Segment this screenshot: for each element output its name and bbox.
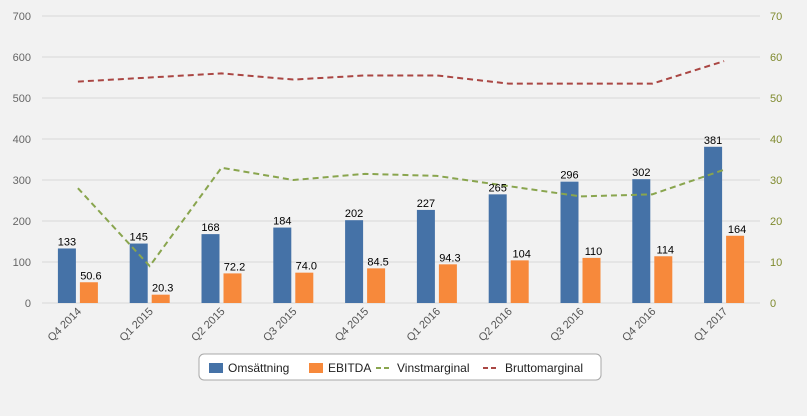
bar-ebitda[interactable] — [654, 256, 673, 303]
y-left-tick-label: 100 — [13, 257, 31, 269]
y-axis-left: 0 100 200 300 400 500 600 700 — [13, 11, 31, 310]
y-right-tick-label: 60 — [770, 52, 782, 64]
line-vinstmarginal[interactable] — [77, 166, 725, 268]
y-left-tick-label: 700 — [13, 11, 31, 23]
bar-ebitda[interactable] — [367, 268, 386, 303]
legend-box — [198, 353, 602, 381]
bar-omsattning[interactable] — [129, 243, 148, 303]
legend-label-ebitda: EBITDA — [328, 361, 371, 375]
legend-swatch-omsattning — [209, 363, 223, 373]
data-label-omsattning: 202 — [345, 208, 363, 220]
legend-label-omsattning: Omsättning — [228, 361, 289, 375]
data-label-omsattning: 227 — [417, 198, 435, 210]
bar-omsattning[interactable] — [345, 220, 364, 303]
bars — [57, 146, 745, 303]
y-right-tick-label: 30 — [770, 175, 782, 187]
legend-label-bruttomarginal: Bruttomarginal — [505, 361, 583, 375]
data-label-omsattning: 145 — [130, 232, 148, 244]
bar-ebitda[interactable] — [438, 264, 457, 303]
x-tick-label: Q3 2016 — [548, 306, 586, 344]
y-right-tick-label: 70 — [770, 11, 782, 23]
legend-item-bruttomarginal[interactable]: Bruttomarginal — [483, 361, 583, 375]
bar-ebitda[interactable] — [726, 235, 745, 303]
y-left-tick-label: 600 — [13, 52, 31, 64]
data-label-ebitda: 50.6 — [80, 270, 101, 282]
bar-omsattning[interactable] — [273, 227, 292, 303]
legend-item-omsattning[interactable]: Omsättning — [209, 361, 289, 375]
x-tick-label: Q1 2015 — [117, 306, 155, 344]
x-tick-label: Q1 2017 — [692, 306, 730, 344]
data-label-ebitda: 104 — [513, 248, 531, 260]
bar-ebitda[interactable] — [295, 272, 314, 303]
bar-omsattning[interactable] — [632, 179, 651, 303]
y-left-tick-label: 400 — [13, 134, 31, 146]
data-label-ebitda: 20.3 — [152, 283, 173, 295]
data-label-ebitda: 72.2 — [224, 261, 245, 273]
bar-omsattning[interactable] — [201, 234, 220, 303]
legend[interactable]: Omsättning EBITDA Vinstmarginal Bruttoma… — [198, 353, 602, 381]
y-left-tick-label: 200 — [13, 216, 31, 228]
data-label-omsattning: 184 — [273, 216, 291, 228]
data-label-ebitda: 74.0 — [296, 261, 317, 273]
data-label-ebitda: 110 — [585, 246, 603, 258]
y-left-tick-label: 500 — [13, 93, 31, 105]
data-label-omsattning: 296 — [560, 170, 578, 182]
x-tick-label: Q4 2014 — [46, 306, 84, 344]
legend-label-vinstmarginal: Vinstmarginal — [397, 361, 469, 375]
y-right-tick-label: 10 — [770, 257, 782, 269]
x-tick-label: Q2 2015 — [189, 306, 227, 344]
x-tick-label: Q3 2015 — [261, 306, 299, 344]
bar-ebitda[interactable] — [510, 260, 529, 303]
x-axis: Q4 2014 Q1 2015 Q2 2015 Q3 2015 Q4 2015 Q1 20… — [46, 306, 731, 344]
data-label-omsattning: 265 — [489, 182, 507, 194]
legend-item-vinstmarginal[interactable]: Vinstmarginal — [376, 361, 469, 375]
data-label-ebitda: 94.3 — [439, 252, 460, 264]
data-label-ebitda: 164 — [728, 224, 746, 236]
y-right-tick-label: 50 — [770, 93, 782, 105]
bar-ebitda[interactable] — [151, 294, 170, 303]
x-tick-label: Q4 2016 — [620, 306, 658, 344]
bar-omsattning[interactable] — [488, 194, 507, 303]
y-right-tick-label: 0 — [770, 298, 776, 310]
x-tick-label: Q2 2016 — [476, 306, 514, 344]
x-tick-label: Q4 2015 — [333, 306, 371, 344]
x-tick-label: Q1 2016 — [405, 306, 443, 344]
legend-item-ebitda[interactable]: EBITDA — [309, 361, 371, 375]
data-label-omsattning: 133 — [58, 236, 76, 248]
line-bruttomarginal[interactable] — [77, 60, 725, 85]
data-label-omsattning: 381 — [704, 135, 722, 147]
bar-omsattning[interactable] — [560, 181, 579, 303]
bar-omsattning[interactable] — [704, 146, 723, 303]
y-left-tick-label: 300 — [13, 175, 31, 187]
bar-ebitda[interactable] — [223, 273, 242, 303]
gridlines — [42, 15, 760, 304]
bar-omsattning[interactable] — [416, 209, 435, 303]
data-label-omsattning: 302 — [632, 167, 650, 179]
y-right-tick-label: 20 — [770, 216, 782, 228]
data-label-omsattning: 168 — [201, 222, 219, 234]
data-label-ebitda: 84.5 — [367, 256, 388, 268]
y-right-tick-label: 40 — [770, 134, 782, 146]
y-left-tick-label: 0 — [25, 298, 31, 310]
legend-swatch-ebitda — [309, 363, 323, 373]
bar-ebitda[interactable] — [582, 257, 601, 303]
y-axis-right: 0 10 20 30 40 50 60 70 — [770, 11, 782, 310]
data-label-ebitda: 114 — [657, 244, 675, 256]
data-labels: 133 50.6 145 20.3 168 72.2 184 74.0 202 84.5 227 94… — [58, 135, 747, 295]
bar-ebitda[interactable] — [79, 282, 98, 303]
margin-lines — [77, 60, 725, 268]
bar-omsattning[interactable] — [57, 248, 76, 303]
